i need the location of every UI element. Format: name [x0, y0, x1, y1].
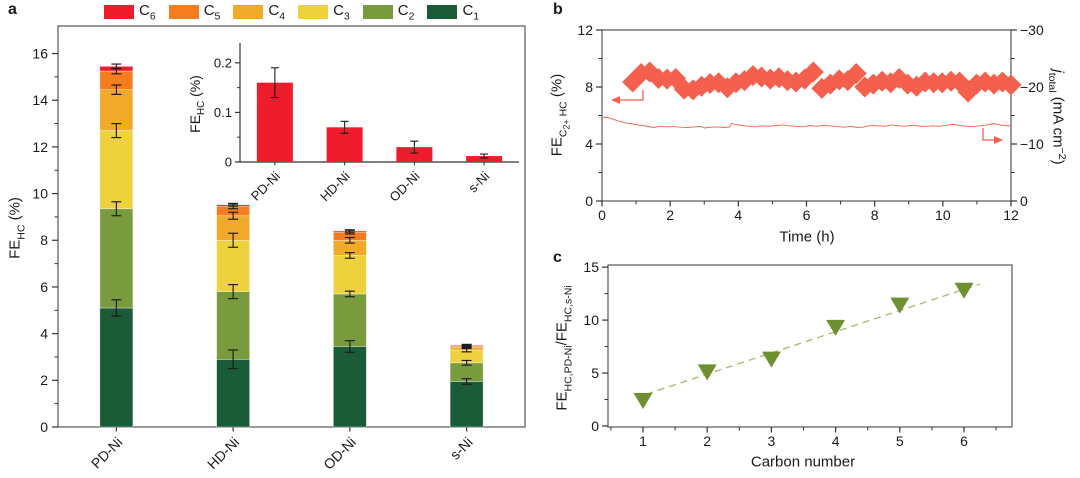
svg-text:8: 8	[871, 207, 879, 223]
panel-c-x-axis-label: Carbon number	[750, 453, 856, 471]
legend-item: C5	[168, 2, 221, 23]
legend-item: C6	[104, 2, 156, 23]
legend-item: C1	[427, 2, 479, 23]
svg-text:8: 8	[40, 232, 48, 248]
panel-a-y-axis-label: FEHC (%)	[6, 197, 28, 259]
legend-label: C5	[203, 2, 221, 23]
svg-text:1: 1	[639, 433, 647, 449]
svg-text:6: 6	[960, 433, 968, 449]
svg-text:2: 2	[703, 433, 711, 449]
svg-text:2: 2	[40, 372, 48, 388]
panel-b: b 0 2 4 6 8 10 12 0 4 8 12 0 −10 −20 −30 FEC2+ HC (%) …	[545, 0, 1080, 250]
panel-a: a C6 C5 C4 C3 C2 C1 0 2 4 6 8 10 12 14 16 PD-Ni HD-Ni OD…	[6, 1, 526, 473]
legend-label: C6	[139, 2, 156, 23]
legend-item: C2	[362, 2, 415, 23]
legend-label: C3	[333, 2, 350, 23]
svg-text:−10: −10	[1020, 136, 1044, 152]
panel-b-letter: b	[553, 1, 563, 18]
svg-text:−30: −30	[1020, 22, 1044, 38]
svg-text:6: 6	[40, 279, 48, 295]
svg-text:15: 15	[583, 259, 599, 275]
svg-text:4: 4	[832, 433, 840, 449]
svg-text:4: 4	[585, 136, 593, 152]
svg-text:4: 4	[734, 207, 742, 223]
legend-swatch	[233, 5, 264, 20]
legend-label: C4	[268, 2, 286, 23]
legend-swatch	[427, 5, 458, 20]
legend-swatch	[104, 5, 134, 20]
svg-text:HD-Ni: HD-Ni	[204, 434, 242, 472]
svg-text:4: 4	[40, 326, 48, 342]
svg-text:s-Ni: s-Ni	[465, 168, 492, 195]
panel-c: c 1 2 3 4 5 6 0 5 10 15 FEHC,PD-Ni/FEHC,s-Ni Carb…	[545, 230, 1080, 478]
svg-text:0: 0	[585, 193, 593, 209]
svg-text:0: 0	[1020, 193, 1028, 209]
legend-item: C4	[233, 2, 285, 23]
panel-c-letter: c	[553, 249, 562, 266]
legend: C6 C5 C4 C3 C2 C1	[104, 2, 479, 23]
svg-text:10: 10	[935, 207, 951, 223]
svg-text:OD-Ni: OD-Ni	[320, 434, 359, 473]
panel-b-right-axis-label: jtotal (mA cm−2)	[1045, 69, 1069, 165]
svg-text:2: 2	[666, 207, 674, 223]
inset-y-axis-label: FEHC (%)	[186, 75, 208, 133]
svg-text:8: 8	[585, 79, 593, 95]
panel-c-y-axis-label: FEHC,PD-Ni/FEHC,s-Ni	[553, 285, 575, 411]
svg-text:5: 5	[591, 365, 599, 381]
svg-text:OD-Ni: OD-Ni	[386, 168, 422, 204]
svg-text:−20: −20	[1020, 79, 1044, 95]
svg-text:0.2: 0.2	[214, 55, 232, 70]
svg-text:10: 10	[583, 312, 599, 328]
svg-text:0: 0	[598, 207, 606, 223]
svg-text:PD-Ni: PD-Ni	[248, 168, 283, 203]
svg-text:6: 6	[803, 207, 811, 223]
legend-label: C1	[462, 2, 480, 23]
panel-b-left-axis-label: FEC2+ HC (%)	[548, 73, 572, 157]
svg-text:12: 12	[1003, 207, 1019, 223]
legend-label: C2	[397, 2, 415, 23]
svg-text:10: 10	[32, 185, 48, 201]
svg-text:14: 14	[32, 92, 48, 108]
panel-a-chart: 0 2 4 6 8 10 12 14 16 PD-Ni HD-Ni OD-Ni s-Ni 0 0.1 0.2 P…	[32, 25, 526, 473]
panel-a-letter: a	[8, 1, 17, 18]
legend-swatch	[362, 5, 393, 20]
svg-text:3: 3	[768, 433, 776, 449]
svg-text:12: 12	[577, 22, 593, 38]
svg-text:0.1: 0.1	[214, 105, 232, 120]
panel-c-chart: 1 2 3 4 5 6 0 5 10 15	[583, 259, 1013, 449]
legend-swatch	[298, 5, 329, 20]
panel-b-x-axis-label: Time (h)	[779, 228, 835, 246]
svg-text:PD-Ni: PD-Ni	[88, 434, 126, 472]
svg-text:16: 16	[32, 45, 48, 61]
legend-item: C3	[298, 2, 350, 23]
svg-text:12: 12	[32, 139, 48, 155]
svg-text:HD-Ni: HD-Ni	[317, 168, 353, 204]
svg-text:5: 5	[896, 433, 904, 449]
legend-swatch	[168, 5, 199, 20]
svg-text:0: 0	[591, 418, 599, 434]
svg-text:0: 0	[225, 155, 232, 170]
svg-text:s-Ni: s-Ni	[447, 434, 476, 463]
svg-text:0: 0	[40, 419, 48, 435]
